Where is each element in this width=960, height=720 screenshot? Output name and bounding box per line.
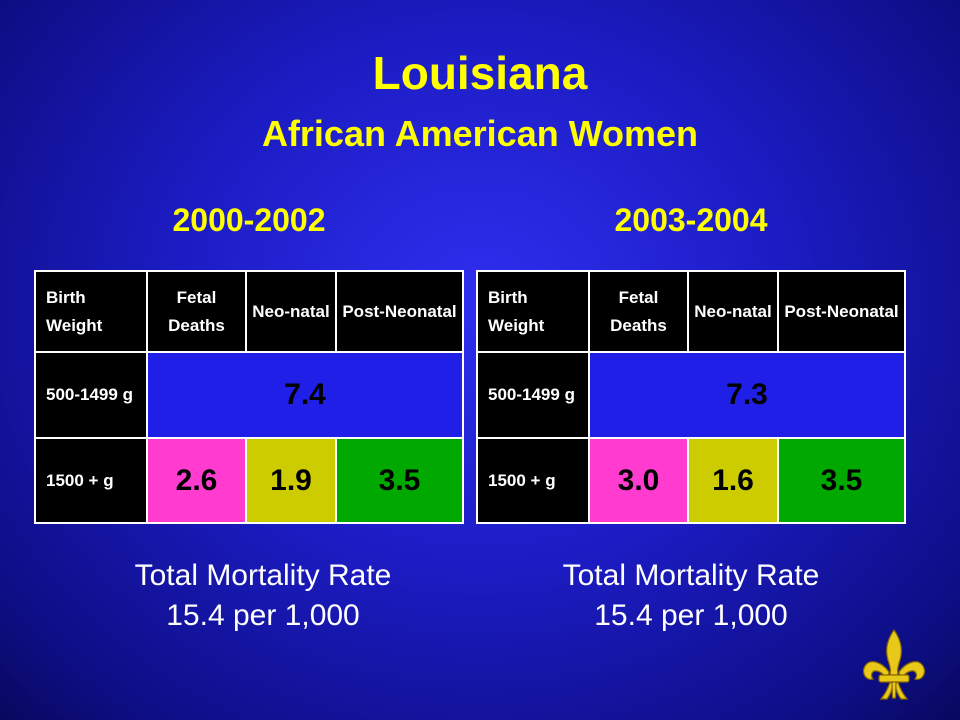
total-mortality-value: 15.4 per 1,000 xyxy=(166,599,360,632)
row-label-low-birth-weight: 500-1499 g xyxy=(36,353,146,437)
neonatal-rate-cell: 1.6 xyxy=(689,439,777,522)
header-post-neonatal: Post-Neonatal xyxy=(779,272,904,351)
post-neonatal-rate-cell: 3.5 xyxy=(337,439,462,522)
rates-table-left: Birth Weight Fetal Deaths Neo-natal Post… xyxy=(34,270,464,524)
combined-rate-cell: 7.3 xyxy=(590,353,904,437)
neonatal-rate-cell: 1.9 xyxy=(247,439,335,522)
header-fetal-deaths: Fetal Deaths xyxy=(590,272,687,351)
total-mortality-label: Total Mortality Rate xyxy=(134,559,392,592)
header-neonatal: Neo-natal xyxy=(247,272,335,351)
slide-subtitle: African American Women xyxy=(261,113,699,154)
combined-rate-cell: 7.4 xyxy=(148,353,462,437)
period-label-right: 2003-2004 xyxy=(614,202,768,238)
header-neonatal: Neo-natal xyxy=(689,272,777,351)
header-birth-weight: Birth Weight xyxy=(478,272,588,351)
header-post-neonatal: Post-Neonatal xyxy=(337,272,462,351)
period-label-left: 2000-2002 xyxy=(172,202,326,238)
row-label-low-birth-weight: 500-1499 g xyxy=(478,353,588,437)
rates-table-right: Birth Weight Fetal Deaths Neo-natal Post… xyxy=(476,270,906,524)
slide-title: Louisiana xyxy=(372,47,588,99)
total-mortality-left: Total Mortality Rate 15.4 per 1,000 xyxy=(48,556,478,636)
fleur-de-lis-icon xyxy=(862,628,926,700)
row-label-normal-birth-weight: 1500 + g xyxy=(478,439,588,522)
fetal-rate-cell: 2.6 xyxy=(148,439,245,522)
header-birth-weight: Birth Weight xyxy=(36,272,146,351)
total-mortality-right: Total Mortality Rate 15.4 per 1,000 xyxy=(476,556,906,636)
total-mortality-label: Total Mortality Rate xyxy=(562,559,820,592)
header-fetal-deaths: Fetal Deaths xyxy=(148,272,245,351)
row-label-normal-birth-weight: 1500 + g xyxy=(36,439,146,522)
total-mortality-value: 15.4 per 1,000 xyxy=(594,599,788,632)
post-neonatal-rate-cell: 3.5 xyxy=(779,439,904,522)
fetal-rate-cell: 3.0 xyxy=(590,439,687,522)
